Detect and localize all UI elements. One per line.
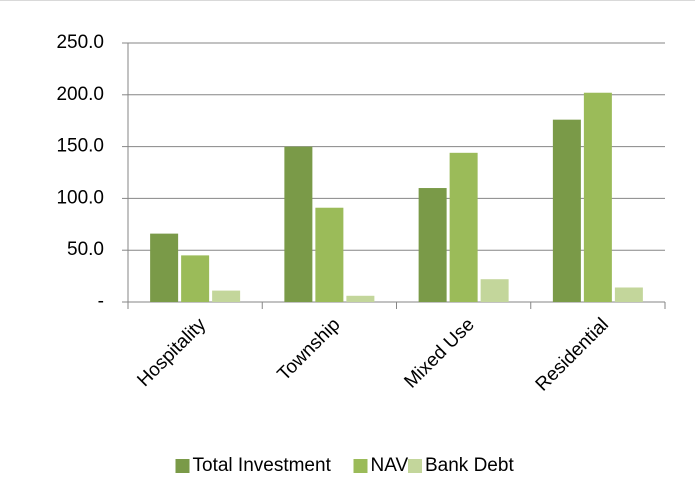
x-tick-label: Hospitality (133, 314, 210, 391)
bar (480, 279, 509, 302)
bar (418, 188, 447, 302)
x-tick-label: Mixed Use (400, 314, 478, 392)
legend-label: NAV (371, 455, 409, 476)
legend-swatch (408, 459, 422, 473)
y-tick-label: 200.0 (56, 84, 104, 105)
bar (583, 92, 612, 302)
y-tick-label: 250.0 (56, 32, 104, 53)
bar (614, 287, 643, 302)
y-tick-label: 150.0 (56, 136, 104, 157)
bar (346, 295, 375, 302)
bar (284, 146, 313, 302)
bar (315, 207, 344, 302)
legend-label: Total Investment (193, 455, 332, 476)
bar (552, 119, 581, 302)
legend-swatch (175, 459, 190, 473)
bar (212, 290, 241, 302)
y-tick-label: 100.0 (56, 187, 104, 208)
y-tick-label: 50.0 (67, 239, 104, 260)
bar (449, 152, 478, 302)
x-tick-label: Township (274, 314, 345, 385)
bar (150, 233, 179, 302)
y-tick-label: - (98, 291, 104, 312)
legend-label: Bank Debt (425, 455, 514, 476)
legend-swatch (353, 459, 368, 473)
x-tick-label: Residential (532, 314, 613, 395)
bar (181, 255, 210, 302)
